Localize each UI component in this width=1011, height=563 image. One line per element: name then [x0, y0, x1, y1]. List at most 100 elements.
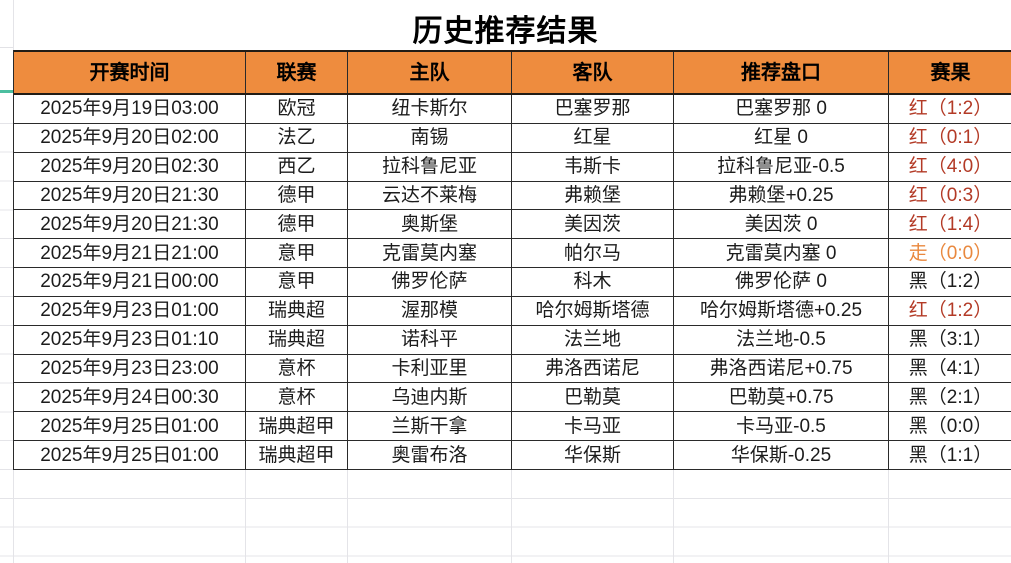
- cell-away-team[interactable]: 哈尔姆斯塔德: [512, 296, 674, 325]
- cell-result[interactable]: 红（0:1）: [908, 127, 993, 149]
- cell-away-team[interactable]: 法兰地: [512, 325, 674, 354]
- cell-result[interactable]: 红（1:2）: [908, 300, 993, 322]
- cell-league[interactable]: 欧冠: [246, 95, 348, 123]
- cell-home-team[interactable]: 兰斯干拿: [348, 412, 512, 441]
- cell-league[interactable]: 瑞典超甲: [246, 412, 348, 441]
- cell-handicap[interactable]: 巴勒莫+0.75: [674, 383, 889, 412]
- cell-handicap[interactable]: 巴塞罗那 0: [674, 95, 889, 123]
- cell-away-team[interactable]: 美因茨: [512, 210, 674, 239]
- cell-league[interactable]: 意杯: [246, 383, 348, 412]
- cell-handicap[interactable]: 弗洛西诺尼+0.75: [674, 354, 889, 383]
- cell-league[interactable]: 意甲: [246, 239, 348, 268]
- cell-league[interactable]: 瑞典超: [246, 296, 348, 325]
- column-gridline: [888, 470, 889, 563]
- cell-result[interactable]: 红（0:3）: [908, 184, 993, 206]
- cell-result[interactable]: 红（1:2）: [908, 98, 993, 120]
- cell-away-team[interactable]: 巴塞罗那: [512, 95, 674, 123]
- cell-away-team[interactable]: 帕尔马: [512, 239, 674, 268]
- cell-result[interactable]: 红（4:0）: [908, 156, 993, 178]
- cell-result[interactable]: 黑（1:2）: [908, 271, 993, 293]
- cell-home-team[interactable]: 诺科平: [348, 325, 512, 354]
- table-row: 2025年9月25日01:00 瑞典超甲 奥雷布洛 华保斯 华保斯-0.25 黑…: [14, 441, 1011, 470]
- cell-league[interactable]: 德甲: [246, 181, 348, 210]
- table-row: 2025年9月19日03:00 欧冠 纽卡斯尔 巴塞罗那 巴塞罗那 0 红（1:…: [14, 95, 1011, 124]
- header-cell-handicap[interactable]: 推荐盘口: [674, 52, 889, 93]
- cell-home-team[interactable]: 奥雷布洛: [348, 441, 512, 469]
- header-cell-result[interactable]: 赛果: [930, 61, 971, 84]
- cell-handicap[interactable]: 弗赖堡+0.25: [674, 181, 889, 210]
- cell-result[interactable]: 红（1:4）: [908, 213, 993, 235]
- cell-time[interactable]: 2025年9月23日23:00: [14, 354, 246, 383]
- cell-result[interactable]: 黑（0:0）: [908, 415, 993, 437]
- selection-accent: [0, 90, 14, 93]
- cell-time[interactable]: 2025年9月23日01:10: [14, 325, 246, 354]
- cell-league[interactable]: 意杯: [246, 354, 348, 383]
- header-cell-away[interactable]: 客队: [512, 52, 674, 93]
- cell-time[interactable]: 2025年9月20日21:30: [14, 210, 246, 239]
- cell-time[interactable]: 2025年9月25日01:00: [14, 441, 246, 469]
- cell-away-team[interactable]: 科木: [512, 268, 674, 296]
- cell-league[interactable]: 瑞典超: [246, 325, 348, 354]
- cell-handicap[interactable]: 拉科鲁尼亚-0.5: [674, 152, 889, 181]
- cell-time[interactable]: 2025年9月20日02:30: [14, 152, 246, 181]
- table-row: 2025年9月24日00:30 意杯 乌迪内斯 巴勒莫 巴勒莫+0.75 黑（2…: [14, 383, 1011, 413]
- cell-handicap[interactable]: 法兰地-0.5: [674, 325, 889, 354]
- table-row: 2025年9月20日21:30 德甲 云达不莱梅 弗赖堡 弗赖堡+0.25 红（…: [14, 181, 1011, 211]
- cell-result[interactable]: 黑（4:1）: [908, 358, 993, 380]
- cell-away-team[interactable]: 华保斯: [512, 441, 674, 469]
- cell-time[interactable]: 2025年9月21日21:00: [14, 239, 246, 268]
- cell-home-team[interactable]: 卡利亚里: [348, 354, 512, 383]
- cell-away-team[interactable]: 韦斯卡: [512, 152, 674, 181]
- cell-away-team[interactable]: 巴勒莫: [512, 383, 674, 412]
- table-header-row: 开赛时间 联赛 主队 客队 推荐盘口 赛果: [14, 50, 1011, 95]
- cell-home-team[interactable]: 纽卡斯尔: [348, 95, 512, 123]
- cell-result[interactable]: 黑（3:1）: [908, 329, 993, 351]
- cell-result[interactable]: 黑（1:1）: [908, 444, 993, 466]
- cell-home-team[interactable]: 南锡: [348, 123, 512, 152]
- cell-time[interactable]: 2025年9月24日00:30: [14, 383, 246, 412]
- cell-away-team[interactable]: 卡马亚: [512, 412, 674, 441]
- page-title: 历史推荐结果: [412, 15, 599, 48]
- cell-league[interactable]: 德甲: [246, 210, 348, 239]
- cell-time[interactable]: 2025年9月20日21:30: [14, 181, 246, 210]
- cell-home-team[interactable]: 拉科鲁尼亚: [348, 152, 512, 181]
- cell-handicap[interactable]: 卡马亚-0.5: [674, 412, 889, 441]
- cell-handicap[interactable]: 美因茨 0: [674, 210, 889, 239]
- cell-league[interactable]: 意甲: [246, 268, 348, 296]
- cell-league[interactable]: 瑞典超甲: [246, 441, 348, 469]
- cell-result[interactable]: 黑（2:1）: [908, 386, 993, 408]
- cell-league[interactable]: 西乙: [246, 152, 348, 181]
- cell-handicap[interactable]: 华保斯-0.25: [674, 441, 889, 469]
- cell-time[interactable]: 2025年9月19日03:00: [14, 95, 246, 123]
- cell-home-team[interactable]: 渥那模: [348, 296, 512, 325]
- cell-home-team[interactable]: 奥斯堡: [348, 210, 512, 239]
- column-gridline: [673, 470, 674, 563]
- cell-away-team[interactable]: 红星: [512, 123, 674, 152]
- cell-home-team[interactable]: 乌迪内斯: [348, 383, 512, 412]
- cell-handicap[interactable]: 哈尔姆斯塔德+0.25: [674, 296, 889, 325]
- cell-home-team[interactable]: 云达不莱梅: [348, 181, 512, 210]
- cell-away-team[interactable]: 弗洛西诺尼: [512, 354, 674, 383]
- table-row: 2025年9月21日00:00 意甲 佛罗伦萨 科木 佛罗伦萨 0 黑（1:2）: [14, 268, 1011, 297]
- cell-league[interactable]: 法乙: [246, 123, 348, 152]
- column-gridline: [347, 470, 348, 563]
- cell-handicap[interactable]: 红星 0: [674, 123, 889, 152]
- table-row: 2025年9月20日21:30 德甲 奥斯堡 美因茨 美因茨 0 红（1:4）: [14, 210, 1011, 240]
- cell-result[interactable]: 走（0:0）: [908, 242, 993, 264]
- cell-time[interactable]: 2025年9月25日01:00: [14, 412, 246, 441]
- cell-time[interactable]: 2025年9月23日01:00: [14, 296, 246, 325]
- cell-home-team[interactable]: 克雷莫内塞: [348, 239, 512, 268]
- header-cell-league[interactable]: 联赛: [246, 52, 348, 93]
- cell-handicap[interactable]: 克雷莫内塞 0: [674, 239, 889, 268]
- cell-handicap[interactable]: 佛罗伦萨 0: [674, 268, 889, 296]
- cell-time[interactable]: 2025年9月20日02:00: [14, 123, 246, 152]
- table-row: 2025年9月25日01:00 瑞典超甲 兰斯干拿 卡马亚 卡马亚-0.5 黑（…: [14, 412, 1011, 442]
- cell-time[interactable]: 2025年9月21日00:00: [14, 268, 246, 296]
- header-cell-home[interactable]: 主队: [348, 52, 512, 93]
- column-gridline: [245, 470, 246, 563]
- column-gridline: [511, 470, 512, 563]
- cell-home-team[interactable]: 佛罗伦萨: [348, 268, 512, 296]
- cell-away-team[interactable]: 弗赖堡: [512, 181, 674, 210]
- header-cell-time[interactable]: 开赛时间: [14, 52, 246, 93]
